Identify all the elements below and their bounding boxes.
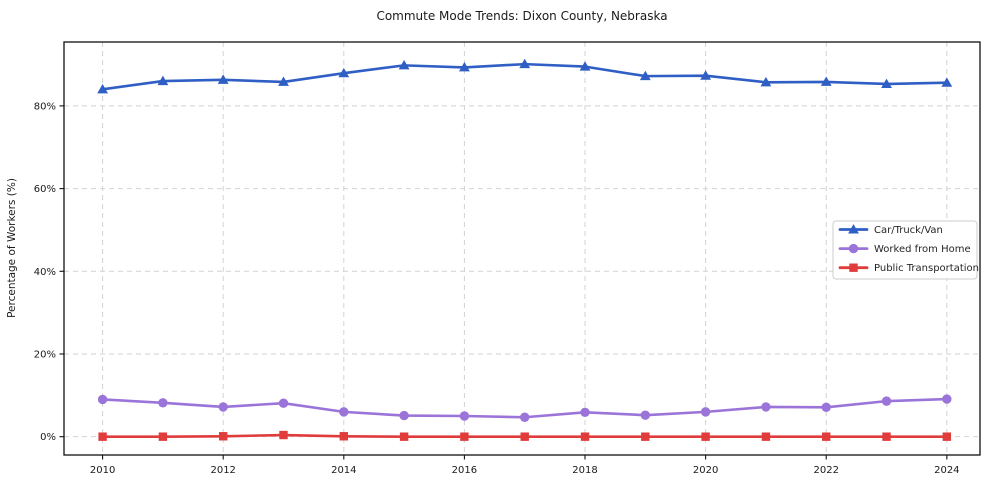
data-point-marker (279, 430, 288, 440)
data-point-marker (820, 76, 832, 86)
data-point-marker (580, 407, 590, 417)
data-point-marker (700, 70, 712, 80)
data-point-marker (760, 76, 772, 87)
legend-item-public-transportation: Public Transportation (838, 263, 979, 274)
chart-title: Commute Mode Trends: Dixon County, Nebra… (376, 9, 667, 23)
data-point-marker (881, 396, 892, 406)
data-point-marker (520, 412, 530, 422)
data-point-marker (700, 407, 711, 417)
data-point-marker (520, 432, 529, 441)
data-point-marker (942, 432, 952, 441)
data-point-marker (398, 59, 410, 70)
x-tick-label: 2020 (693, 465, 718, 476)
y-tick-label: 60% (34, 184, 56, 195)
data-point-marker (278, 76, 289, 86)
data-point-marker (882, 432, 891, 441)
legend-label: Public Transportation (874, 263, 979, 274)
data-point-marker (278, 398, 289, 408)
data-point-marker (459, 411, 470, 421)
data-point-marker (157, 75, 169, 86)
data-point-marker (339, 432, 349, 441)
data-point-marker (579, 61, 591, 71)
data-point-marker (881, 78, 892, 88)
x-tick-label: 2024 (934, 465, 959, 476)
data-point-marker (761, 402, 771, 412)
data-point-marker (942, 394, 952, 404)
data-point-marker (580, 432, 590, 441)
data-point-marker (639, 70, 651, 81)
data-point-marker (217, 74, 229, 84)
legend-item-worked-from-home: Worked from Home (838, 243, 971, 255)
data-point-marker (158, 398, 168, 408)
x-tick-label: 2022 (814, 465, 839, 476)
y-tick-label: 0% (40, 432, 56, 443)
y-axis-label: Percentage of Workers (%) (6, 178, 18, 318)
data-point-marker (97, 83, 108, 94)
data-point-marker (158, 432, 168, 441)
x-tick-label: 2014 (331, 465, 356, 476)
x-tick-label: 2016 (452, 465, 477, 476)
axis-ticks: 0% 20% 40% 60% 80% 2010 2012 2014 2016 2018 2020 20… (34, 101, 960, 476)
plot-border (63, 41, 981, 456)
data-point-marker (218, 432, 228, 441)
series-car-truck-van (97, 58, 953, 94)
data-point-marker (218, 402, 228, 412)
data-point-marker (399, 410, 409, 421)
data-point-marker (399, 432, 409, 441)
y-tick-label: 80% (34, 101, 56, 112)
legend-label: Car/Truck/Van (874, 225, 943, 236)
data-point-marker (640, 410, 651, 420)
legend-box (832, 220, 978, 280)
legend: Car/Truck/Van Worked from Home Public Tran… (832, 220, 979, 280)
data-point-marker (822, 432, 831, 441)
y-tick-label: 20% (34, 349, 56, 360)
data-series (97, 58, 953, 441)
data-point-marker (848, 224, 859, 234)
data-point-marker (761, 432, 771, 441)
data-point-marker (338, 67, 350, 78)
data-point-marker (339, 407, 349, 417)
data-point-marker (519, 58, 531, 69)
legend-label: Worked from Home (874, 244, 971, 255)
x-tick-label: 2012 (210, 465, 235, 476)
data-point-marker (701, 432, 710, 441)
legend-item-car-truck-van: Car/Truck/Van (838, 224, 943, 236)
data-point-marker (848, 243, 859, 254)
data-point-marker (641, 432, 650, 441)
grid-lines (64, 42, 980, 455)
data-point-marker (460, 432, 469, 441)
data-point-marker (459, 62, 470, 72)
x-tick-label: 2018 (572, 465, 597, 476)
x-tick-label: 2010 (90, 465, 115, 476)
data-point-marker (941, 77, 953, 87)
series-worked-from-home (97, 394, 952, 422)
data-point-marker (97, 394, 108, 405)
y-tick-label: 40% (34, 267, 56, 278)
data-point-marker (849, 263, 858, 272)
data-point-marker (98, 432, 107, 441)
series-public-transportation (98, 430, 952, 441)
data-point-marker (821, 402, 831, 413)
